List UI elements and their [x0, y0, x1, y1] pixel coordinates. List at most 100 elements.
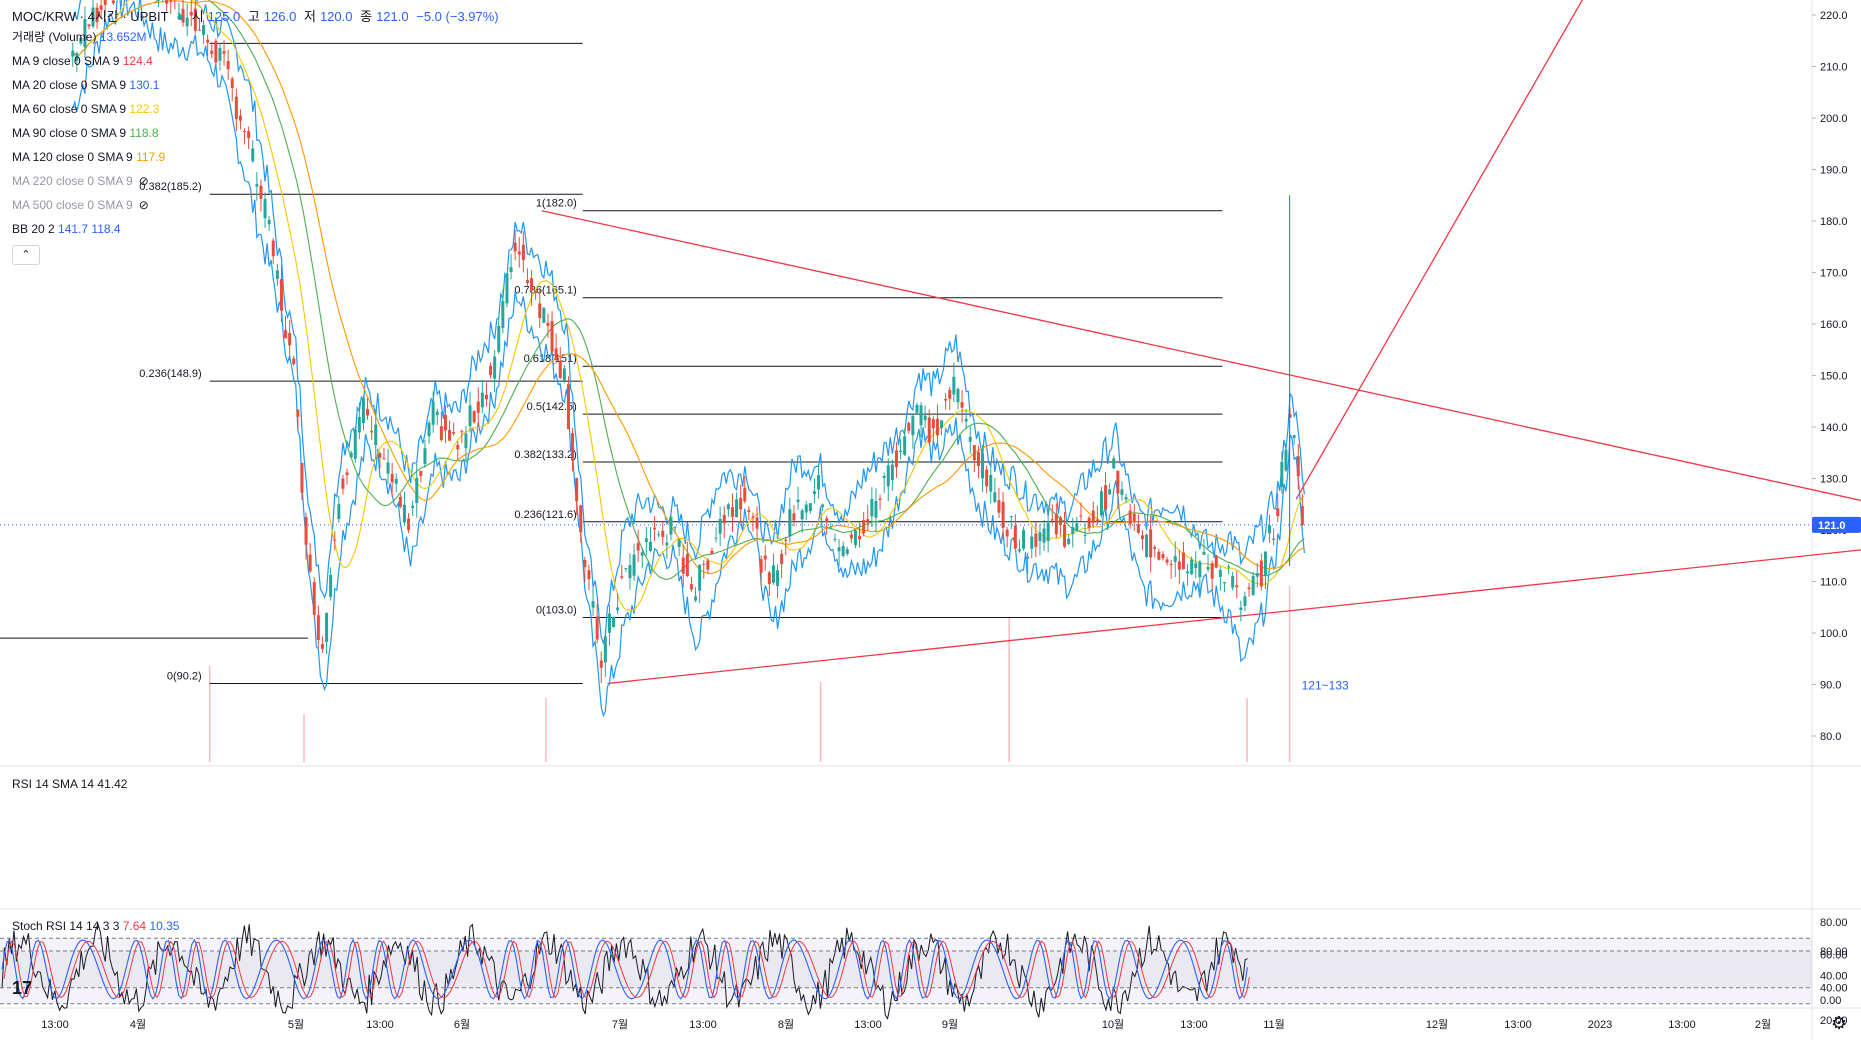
price-axis-label: 180.0 — [1820, 216, 1848, 228]
tradingview-logo-icon[interactable]: 17 — [12, 978, 33, 998]
candle-body — [214, 40, 218, 63]
candle-body — [243, 131, 247, 133]
legend-stoch-d: 10.35 — [149, 919, 180, 933]
candle-body — [661, 530, 665, 538]
candle-body — [792, 513, 796, 521]
candle-body — [739, 497, 743, 510]
candle-body — [595, 616, 599, 640]
legend-ma9[interactable]: MA 9 close 0 SMA 9 124.4 — [12, 54, 153, 68]
candle-body — [456, 444, 460, 450]
price-axis-label: 140.0 — [1820, 422, 1848, 434]
price-axis-label: 200.0 — [1820, 113, 1848, 125]
candle-body — [439, 426, 443, 441]
candle-body — [1050, 519, 1054, 521]
legend-ma20[interactable]: MA 20 close 0 SMA 9 130.1 — [12, 78, 159, 92]
candle-body — [493, 356, 497, 379]
candle-body — [288, 333, 292, 346]
candle-body — [218, 47, 222, 61]
candle-body — [755, 517, 759, 529]
legend-rsi[interactable]: RSI 14 SMA 14 41.42 — [12, 777, 127, 791]
legend-ma90-value: 118.8 — [129, 126, 159, 140]
candle-body — [320, 644, 324, 649]
candle-body — [341, 478, 345, 489]
candle-body — [1227, 566, 1231, 568]
candle-body — [964, 418, 968, 422]
candle-body — [903, 436, 907, 455]
legend-ma90[interactable]: MA 90 close 0 SMA 9 118.8 — [12, 126, 159, 140]
legend-ma120[interactable]: MA 120 close 0 SMA 9 117.9 — [12, 150, 165, 164]
close-value: 121.0 — [376, 9, 409, 24]
close-label: 종 — [360, 9, 373, 24]
legend-bb[interactable]: BB 20 2 141.7 118.4 — [12, 222, 121, 236]
candle-body — [853, 530, 857, 546]
candle-body — [706, 560, 710, 570]
candle-body — [628, 565, 632, 579]
legend-ma60-label: MA 60 close 0 SMA 9 — [12, 102, 127, 116]
legend-volume[interactable]: 거래량 (Volume) 13.652M — [12, 30, 147, 44]
candle-body — [222, 51, 226, 54]
legend-volume-value: 13.652M — [99, 30, 147, 44]
candle-body — [599, 660, 603, 668]
hidden-eye-icon[interactable]: ⊘ — [138, 174, 149, 188]
symbol-title[interactable]: MOC/KRW · 4시간 · UPBIT — [12, 9, 169, 24]
candle-body — [316, 615, 320, 640]
candle-body — [185, 17, 189, 27]
legend-ma500[interactable]: MA 500 close 0 SMA 9 ⊘ — [12, 198, 149, 212]
collapse-legend-button[interactable]: ⌃ — [12, 245, 40, 265]
candle-body — [345, 472, 349, 476]
candle-body — [407, 518, 411, 531]
time-axis-label: 11월 — [1263, 1018, 1285, 1031]
candle-body — [948, 389, 952, 399]
candle-body — [382, 458, 386, 460]
candle-body — [75, 53, 79, 61]
price-axis-label: 110.0 — [1820, 577, 1847, 589]
candle-body — [390, 473, 394, 483]
candle-body — [603, 636, 607, 663]
legend-ma60[interactable]: MA 60 close 0 SMA 9 122.3 — [12, 102, 159, 116]
time-axis-label: 7월 — [612, 1018, 628, 1031]
candle-body — [193, 8, 197, 31]
candle-body — [1157, 551, 1161, 560]
price-axis-label: 190.0 — [1820, 165, 1848, 177]
candle-body — [1292, 435, 1296, 438]
candle-body — [448, 430, 452, 441]
candle-body — [83, 19, 87, 48]
legend-stoch[interactable]: Stoch RSI 14 14 3 3 7.64 10.35 — [12, 919, 179, 933]
candle-body — [940, 420, 944, 428]
candle-body — [1300, 505, 1304, 525]
candle-body — [899, 450, 903, 453]
open-value: 125.0 — [207, 9, 241, 24]
price-axis-label: 220.0 — [1820, 10, 1848, 22]
candle-body — [702, 564, 706, 566]
gear-icon[interactable]: ⚙ — [1831, 1013, 1848, 1033]
price-axis-label: 100.0 — [1820, 628, 1848, 640]
low-label: 저 — [303, 9, 316, 24]
candle-body — [694, 596, 698, 601]
change-value: −5.0 (−3.97%) — [416, 9, 499, 24]
candle-body — [808, 503, 812, 512]
candle-body — [632, 554, 636, 576]
candle-body — [817, 475, 821, 490]
candle-body — [1067, 538, 1071, 545]
status-dot-icon: ● — [176, 9, 185, 24]
candle-body — [558, 360, 562, 378]
candle-body — [538, 303, 542, 318]
candle-body — [550, 321, 554, 352]
fib-level-label: 0.236(148.9) — [139, 368, 201, 380]
price-axis-label: 130.0 — [1820, 474, 1848, 486]
candle-body — [169, 0, 173, 2]
candle-body — [71, 50, 75, 57]
candle-body — [329, 574, 333, 597]
candle-body — [681, 557, 685, 574]
candle-body — [858, 535, 862, 540]
candle-body — [1272, 538, 1276, 540]
candle-body — [1095, 519, 1099, 523]
time-axis-label: 13:00 — [854, 1019, 882, 1031]
candle-body — [411, 505, 415, 509]
legend-ma220[interactable]: MA 220 close 0 SMA 9 ⊘ — [12, 174, 149, 188]
candle-body — [612, 616, 616, 628]
hidden-eye-icon[interactable]: ⊘ — [138, 198, 149, 212]
candle-body — [361, 398, 365, 424]
